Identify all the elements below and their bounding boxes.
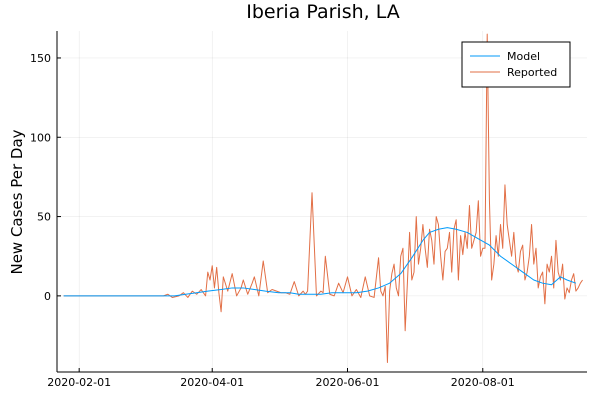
- series-line-model: [63, 227, 577, 297]
- x-tick-label-3: 2020-08-01: [451, 376, 515, 389]
- x-tick-label-2: 2020-06-01: [316, 376, 380, 389]
- y-tick-label-1: 50: [37, 211, 51, 224]
- legend-label-reported: Reported: [507, 66, 557, 79]
- grid-lines: [57, 31, 587, 372]
- legend-label-model: Model: [507, 50, 540, 63]
- y-axis-label: New Cases Per Day: [8, 129, 26, 274]
- legend: Model Reported: [461, 41, 571, 88]
- series-line-reported: [63, 33, 583, 363]
- chart-title: Iberia Parish, LA: [246, 1, 400, 23]
- x-tick-label-0: 2020-02-01: [47, 376, 111, 389]
- x-tick-label-1: 2020-04-01: [180, 376, 244, 389]
- axes: [56, 31, 587, 373]
- y-tick-label-3: 150: [30, 52, 51, 65]
- series-lines: [63, 33, 583, 363]
- tick-labels: 2020-02-01 2020-04-01 2020-06-01 2020-08-01…: [30, 52, 515, 389]
- legend-box: [461, 41, 571, 88]
- y-tick-label-0: 0: [44, 290, 51, 303]
- y-tick-label-2: 100: [30, 131, 51, 144]
